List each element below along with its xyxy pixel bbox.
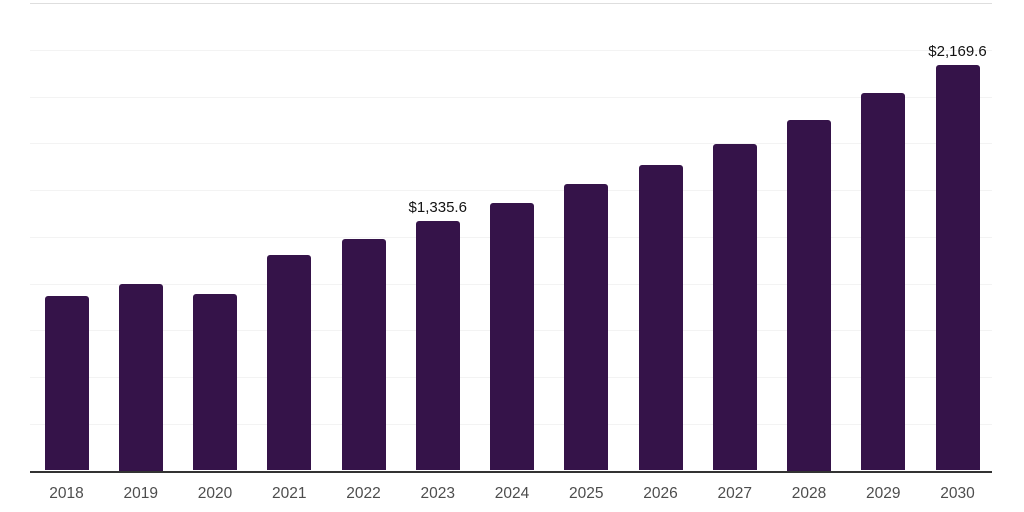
x-tick-label-2030: 2030 (940, 485, 975, 502)
x-tick-label-2024: 2024 (494, 485, 530, 502)
bar-2023 (415, 220, 460, 471)
gridline-y-2250 (30, 49, 992, 51)
x-tick-label-2021: 2021 (272, 485, 307, 502)
bar-2029 (861, 92, 906, 471)
bar-2022 (341, 238, 386, 471)
x-tick-label-2029: 2029 (866, 485, 901, 502)
bar-2028 (787, 119, 831, 471)
x-tick-label-2018: 2018 (49, 485, 84, 502)
x-tick-label-2025: 2025 (569, 485, 604, 502)
bar-2025 (564, 184, 609, 471)
x-axis-line (30, 470, 992, 473)
bar-2020 (193, 293, 237, 471)
x-tick-label-2020: 2020 (197, 485, 233, 502)
bar-2030 (935, 64, 980, 471)
bar-2021 (267, 255, 312, 471)
x-tick-label-2022: 2022 (346, 485, 381, 502)
x-tick-label-2027: 2027 (717, 485, 752, 502)
x-tick-label-2026: 2026 (643, 485, 678, 502)
bar-2026 (638, 164, 683, 471)
x-tick-label-2019: 2019 (123, 485, 158, 502)
x-tick-label-2023: 2023 (420, 485, 455, 502)
data-label-2023: $1,335.6 (408, 198, 467, 216)
bar-2024 (490, 203, 534, 471)
bar-2027 (712, 144, 757, 471)
bar-2018 (44, 295, 89, 471)
gridline-y-1750 (30, 143, 992, 145)
bar-2019 (118, 283, 163, 471)
x-tick-label-2028: 2028 (791, 485, 827, 502)
gridline-y-2000 (30, 96, 992, 98)
gridline-y-1500 (30, 190, 992, 191)
gridline-y-2500 (30, 3, 992, 4)
data-label-2030: $2,169.6 (928, 42, 987, 60)
